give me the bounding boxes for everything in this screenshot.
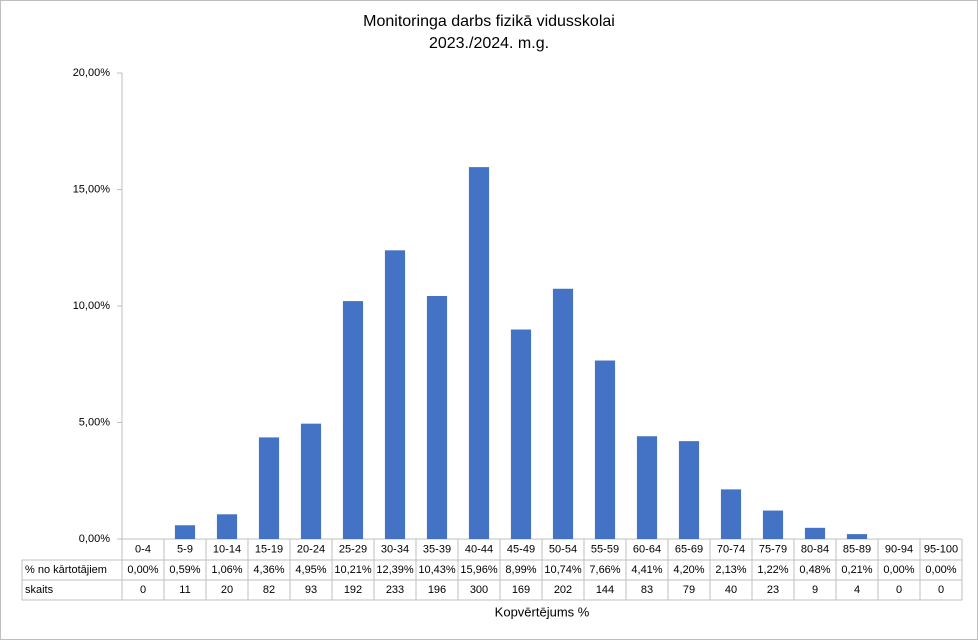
table-value: 0,00% bbox=[127, 564, 158, 576]
table-value: 4,36% bbox=[253, 564, 284, 576]
bar bbox=[804, 527, 826, 539]
x-tick-label: 95-100 bbox=[924, 543, 958, 555]
table-value: 4,95% bbox=[295, 564, 326, 576]
y-tick-label: 20,00% bbox=[73, 67, 111, 79]
y-tick-label: 0,00% bbox=[79, 533, 110, 545]
table-count: 196 bbox=[428, 584, 446, 596]
x-tick-label: 40-44 bbox=[465, 543, 493, 555]
bar bbox=[762, 510, 784, 539]
bar bbox=[510, 329, 532, 539]
table-count: 202 bbox=[554, 584, 572, 596]
x-axis-label: Kopvērtējums % bbox=[495, 604, 590, 619]
table-value: 7,66% bbox=[589, 564, 620, 576]
table-count: 233 bbox=[386, 584, 404, 596]
table-value: 10,43% bbox=[418, 564, 456, 576]
table-count: 20 bbox=[221, 584, 233, 596]
table-value: 0,59% bbox=[169, 564, 200, 576]
x-tick-label: 65-69 bbox=[675, 543, 703, 555]
x-tick-label: 85-89 bbox=[843, 543, 871, 555]
bar bbox=[468, 167, 490, 539]
x-tick-label: 45-49 bbox=[507, 543, 535, 555]
bar bbox=[174, 525, 196, 539]
chart-subtitle: 2023./2024. m.g. bbox=[429, 35, 549, 52]
table-count: 169 bbox=[512, 584, 530, 596]
y-tick-label: 10,00% bbox=[73, 300, 111, 312]
table-value: 0,00% bbox=[883, 564, 914, 576]
table-count: 9 bbox=[812, 584, 818, 596]
y-tick-label: 5,00% bbox=[79, 416, 110, 428]
table-value: 8,99% bbox=[505, 564, 536, 576]
x-tick-label: 35-39 bbox=[423, 543, 451, 555]
x-tick-label: 50-54 bbox=[549, 543, 577, 555]
x-tick-label: 30-34 bbox=[381, 543, 409, 555]
bar bbox=[300, 423, 322, 539]
x-tick-label: 0-4 bbox=[135, 543, 151, 555]
bar bbox=[216, 514, 238, 539]
table-value: 0,48% bbox=[799, 564, 830, 576]
table-row-label: skaits bbox=[25, 584, 54, 596]
table-count: 0 bbox=[938, 584, 944, 596]
table-row-label: % no kārtotājiem bbox=[25, 564, 107, 576]
table-value: 4,20% bbox=[673, 564, 704, 576]
x-tick-label: 15-19 bbox=[255, 543, 283, 555]
table-count: 40 bbox=[725, 584, 737, 596]
table-value: 10,21% bbox=[334, 564, 372, 576]
table-value: 10,74% bbox=[544, 564, 582, 576]
table-value: 12,39% bbox=[376, 564, 414, 576]
x-tick-label: 75-79 bbox=[759, 543, 787, 555]
table-count: 0 bbox=[896, 584, 902, 596]
table-count: 300 bbox=[470, 584, 488, 596]
x-tick-label: 5-9 bbox=[177, 543, 193, 555]
y-tick-label: 15,00% bbox=[73, 183, 111, 195]
bar bbox=[678, 441, 700, 539]
table-value: 1,22% bbox=[757, 564, 788, 576]
table-count: 82 bbox=[263, 584, 275, 596]
table-value: 0,21% bbox=[841, 564, 872, 576]
table-count: 83 bbox=[641, 584, 653, 596]
x-tick-label: 70-74 bbox=[717, 543, 745, 555]
x-tick-label: 20-24 bbox=[297, 543, 325, 555]
x-tick-label: 90-94 bbox=[885, 543, 913, 555]
table-count: 93 bbox=[305, 584, 317, 596]
table-value: 4,41% bbox=[631, 564, 662, 576]
bar bbox=[720, 489, 742, 539]
bar bbox=[342, 301, 364, 539]
table-count: 4 bbox=[854, 584, 860, 596]
table-value: 1,06% bbox=[211, 564, 242, 576]
table-count: 144 bbox=[596, 584, 614, 596]
x-tick-label: 10-14 bbox=[213, 543, 241, 555]
bar bbox=[552, 288, 574, 539]
bar bbox=[636, 436, 658, 539]
bar bbox=[846, 534, 868, 539]
table-value: 15,96% bbox=[460, 564, 498, 576]
x-tick-label: 55-59 bbox=[591, 543, 619, 555]
table-count: 192 bbox=[344, 584, 362, 596]
x-tick-label: 80-84 bbox=[801, 543, 829, 555]
bar bbox=[426, 295, 448, 539]
table-count: 11 bbox=[179, 584, 190, 596]
table-value: 0,00% bbox=[925, 564, 956, 576]
bar bbox=[258, 437, 280, 539]
chart-title: Monitoringa darbs fizikā vidusskolai bbox=[363, 13, 615, 30]
table-count: 23 bbox=[767, 584, 779, 596]
table-count: 0 bbox=[140, 584, 146, 596]
x-tick-label: 60-64 bbox=[633, 543, 661, 555]
x-tick-label: 25-29 bbox=[339, 543, 367, 555]
bar bbox=[384, 250, 406, 540]
table-value: 2,13% bbox=[715, 564, 746, 576]
table-count: 79 bbox=[683, 584, 695, 596]
bar bbox=[594, 360, 616, 539]
